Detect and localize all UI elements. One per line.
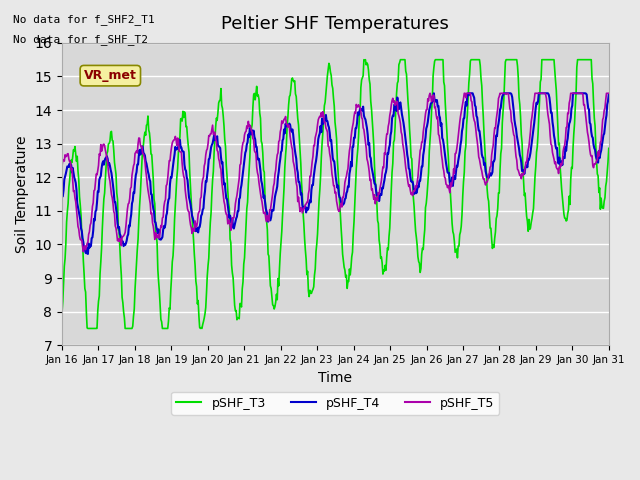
pSHF_T3 <box>58 310 66 315</box>
pSHF_T3 <box>403 86 411 92</box>
pSHF_T5 <box>426 90 434 96</box>
pSHF_T3 <box>125 325 132 331</box>
pSHF_T5 <box>403 169 410 175</box>
pSHF_T5 <box>419 139 426 145</box>
pSHF_T3 <box>84 325 92 331</box>
pSHF_T4 <box>180 162 188 168</box>
Text: VR_met: VR_met <box>84 69 137 82</box>
pSHF_T4 <box>125 223 132 228</box>
pSHF_T4 <box>419 164 426 169</box>
Text: No data for f_SHF2_T1: No data for f_SHF2_T1 <box>13 14 154 25</box>
pSHF_T3 <box>605 145 612 151</box>
Y-axis label: Soil Temperature: Soil Temperature <box>15 135 29 253</box>
pSHF_T5 <box>605 90 612 96</box>
Text: No data for f_SHF_T2: No data for f_SHF_T2 <box>13 34 148 45</box>
Line: pSHF_T4: pSHF_T4 <box>62 93 609 254</box>
pSHF_T3 <box>68 159 76 165</box>
pSHF_T3 <box>419 247 427 252</box>
pSHF_T5 <box>79 249 87 254</box>
pSHF_T4 <box>58 194 66 200</box>
pSHF_T4 <box>84 251 92 257</box>
pSHF_T4 <box>403 144 410 150</box>
Title: Peltier SHF Temperatures: Peltier SHF Temperatures <box>221 15 449 33</box>
pSHF_T5 <box>68 166 76 171</box>
X-axis label: Time: Time <box>318 371 353 384</box>
pSHF_T5 <box>58 163 66 168</box>
pSHF_T4 <box>605 92 612 97</box>
Line: pSHF_T3: pSHF_T3 <box>62 60 609 328</box>
pSHF_T5 <box>209 132 217 137</box>
pSHF_T3 <box>209 168 217 174</box>
pSHF_T4 <box>68 169 76 175</box>
pSHF_T5 <box>180 176 188 181</box>
pSHF_T4 <box>209 136 217 142</box>
pSHF_T3 <box>180 109 188 115</box>
pSHF_T4 <box>430 90 438 96</box>
pSHF_T3 <box>360 57 368 62</box>
pSHF_T5 <box>125 200 132 206</box>
Line: pSHF_T5: pSHF_T5 <box>62 93 609 252</box>
Legend: pSHF_T3, pSHF_T4, pSHF_T5: pSHF_T3, pSHF_T4, pSHF_T5 <box>172 392 499 415</box>
